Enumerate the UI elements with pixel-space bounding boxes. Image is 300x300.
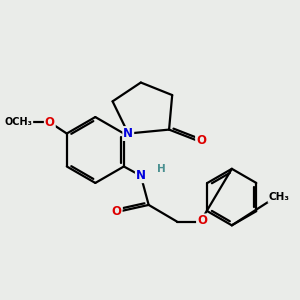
- Text: H: H: [157, 164, 166, 175]
- Text: CH₃: CH₃: [268, 192, 290, 202]
- Text: N: N: [123, 127, 133, 140]
- Text: O: O: [112, 205, 122, 218]
- Text: O: O: [197, 214, 207, 227]
- Text: N: N: [136, 169, 146, 182]
- Text: O: O: [45, 116, 55, 129]
- Text: O: O: [196, 134, 206, 147]
- Text: OCH₃: OCH₃: [4, 117, 32, 128]
